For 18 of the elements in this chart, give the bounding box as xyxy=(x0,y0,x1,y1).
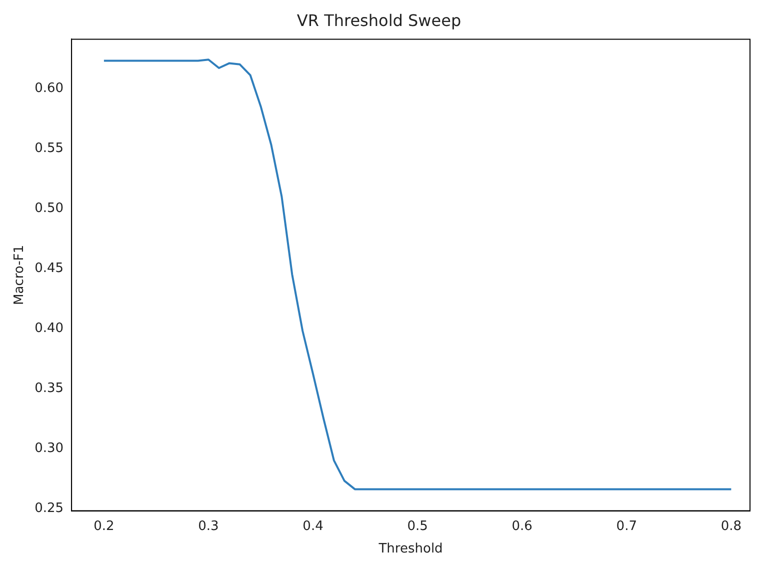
x-tick-label: 0.2 xyxy=(94,518,114,534)
y-tick-label: 0.50 xyxy=(34,200,64,216)
x-tick-label: 0.3 xyxy=(198,518,219,534)
y-tick-label: 0.25 xyxy=(34,500,64,516)
y-tick-label: 0.45 xyxy=(34,260,64,276)
x-tick-label: 0.7 xyxy=(616,518,637,534)
y-tick-label: 0.30 xyxy=(34,440,64,456)
chart-title: VR Threshold Sweep xyxy=(296,10,462,30)
x-axis-title: Threshold xyxy=(378,542,443,557)
x-tick-label: 0.4 xyxy=(302,518,324,534)
x-tick-label: 0.5 xyxy=(407,518,428,534)
y-tick-label: 0.60 xyxy=(34,80,64,96)
y-tick-label: 0.55 xyxy=(34,140,64,156)
y-tick-label: 0.40 xyxy=(34,320,64,336)
x-tick-label: 0.6 xyxy=(512,518,532,534)
y-axis-title: Macro-F1 xyxy=(12,244,28,306)
x-tick-label: 0.8 xyxy=(720,518,742,534)
y-tick-label: 0.35 xyxy=(34,380,64,396)
